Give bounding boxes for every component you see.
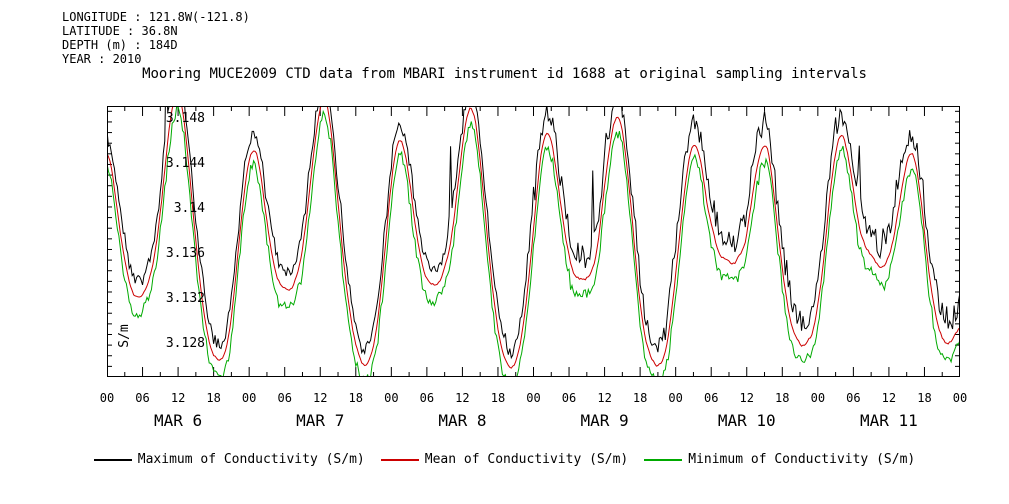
day-label-2: MAR 8 [438, 411, 486, 430]
xtick-label-7: 18 [343, 391, 369, 405]
xtick-label-8: 00 [378, 391, 404, 405]
legend-label-mean: Mean of Conductivity (S/m) [425, 452, 629, 467]
xtick-label-0: 00 [94, 391, 120, 405]
longitude-label: LONGITUDE : 121.8W(-121.8) [62, 10, 250, 24]
xtick-label-24: 00 [947, 391, 973, 405]
xtick-label-3: 18 [201, 391, 227, 405]
xtick-label-15: 18 [627, 391, 653, 405]
xtick-label-17: 06 [698, 391, 724, 405]
xtick-label-20: 00 [805, 391, 831, 405]
xtick-label-13: 06 [556, 391, 582, 405]
metadata-block: LONGITUDE : 121.8W(-121.8) LATITUDE : 36… [62, 10, 250, 66]
year-label: YEAR : 2010 [62, 52, 250, 66]
xtick-label-10: 12 [449, 391, 475, 405]
legend-item-min: Minimum of Conductivity (S/m) [644, 452, 915, 467]
day-label-3: MAR 9 [580, 411, 628, 430]
ytick-label-3: 3.14 [150, 201, 205, 216]
xtick-label-5: 06 [272, 391, 298, 405]
xtick-label-23: 18 [911, 391, 937, 405]
xtick-label-11: 18 [485, 391, 511, 405]
legend-label-max: Maximum of Conductivity (S/m) [138, 452, 365, 467]
day-label-0: MAR 6 [154, 411, 202, 430]
day-label-1: MAR 7 [296, 411, 344, 430]
ytick-label-5: 3.148 [150, 111, 205, 126]
xtick-label-2: 12 [165, 391, 191, 405]
ytick-label-2: 3.136 [150, 246, 205, 261]
xtick-label-4: 00 [236, 391, 262, 405]
ytick-label-1: 3.132 [150, 291, 205, 306]
plot-area: S/m 3.128 3.132 3.136 3.14 3.144 3.148 0… [107, 106, 960, 377]
plot-border [107, 106, 960, 377]
legend-swatch-min [644, 459, 682, 461]
xtick-label-14: 12 [592, 391, 618, 405]
legend-item-max: Maximum of Conductivity (S/m) [94, 452, 365, 467]
day-label-4: MAR 10 [718, 411, 776, 430]
depth-label: DEPTH (m) : 184D [62, 38, 250, 52]
xtick-label-19: 18 [769, 391, 795, 405]
chart-title: Mooring MUCE2009 CTD data from MBARI ins… [0, 66, 1009, 82]
latitude-label: LATITUDE : 36.8N [62, 24, 250, 38]
xtick-label-22: 12 [876, 391, 902, 405]
legend-swatch-mean [381, 459, 419, 461]
legend-item-mean: Mean of Conductivity (S/m) [381, 452, 629, 467]
xtick-label-6: 12 [307, 391, 333, 405]
ytick-label-0: 3.128 [150, 336, 205, 351]
y-axis-label: S/m [117, 324, 132, 347]
legend-swatch-max [94, 459, 132, 461]
legend-row: Maximum of Conductivity (S/m) Mean of Co… [0, 452, 1009, 467]
day-label-5: MAR 11 [860, 411, 918, 430]
ytick-label-4: 3.144 [150, 156, 205, 171]
xtick-label-21: 06 [840, 391, 866, 405]
xtick-label-16: 00 [663, 391, 689, 405]
legend-label-min: Minimum of Conductivity (S/m) [688, 452, 915, 467]
xtick-label-9: 06 [414, 391, 440, 405]
xtick-label-18: 12 [734, 391, 760, 405]
xtick-label-12: 00 [521, 391, 547, 405]
xtick-label-1: 06 [130, 391, 156, 405]
